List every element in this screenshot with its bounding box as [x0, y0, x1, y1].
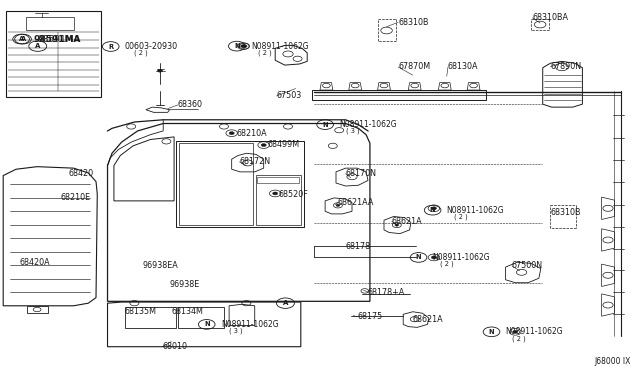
Text: ( 2 ): ( 2 ): [134, 49, 148, 56]
Text: 68210A: 68210A: [237, 129, 268, 138]
Text: 00603-20930: 00603-20930: [125, 42, 178, 51]
Text: A: A: [19, 36, 24, 42]
Text: 98591MA: 98591MA: [33, 35, 81, 44]
Circle shape: [336, 204, 340, 206]
Circle shape: [157, 69, 163, 72]
Text: 98591MA: 98591MA: [37, 35, 80, 44]
Circle shape: [431, 207, 436, 210]
Text: 96938EA: 96938EA: [142, 262, 178, 270]
Circle shape: [273, 192, 278, 195]
Circle shape: [261, 144, 266, 147]
Text: N08911-1062G: N08911-1062G: [339, 120, 397, 129]
Text: N: N: [489, 329, 494, 335]
Text: ( 3 ): ( 3 ): [346, 128, 360, 134]
Text: 68175: 68175: [357, 312, 382, 321]
Text: 68520F: 68520F: [278, 190, 308, 199]
Text: 67503: 67503: [276, 92, 301, 100]
Text: 68310BA: 68310BA: [532, 13, 568, 22]
Text: ( 2 ): ( 2 ): [454, 213, 468, 220]
Circle shape: [242, 45, 247, 48]
Text: N08911-1062G: N08911-1062G: [506, 327, 563, 336]
Text: 67870M: 67870M: [398, 62, 430, 71]
Text: ( 3 ): ( 3 ): [229, 327, 243, 334]
Circle shape: [229, 132, 234, 135]
Text: N: N: [234, 43, 239, 49]
Bar: [26, 17, 74, 30]
Bar: [176, 141, 304, 227]
Text: 96938E: 96938E: [170, 280, 200, 289]
Text: N: N: [323, 122, 328, 128]
Text: 68360: 68360: [178, 100, 203, 109]
Text: 68420: 68420: [68, 169, 93, 178]
Text: ( 2 ): ( 2 ): [512, 335, 525, 342]
Text: ( 2 ): ( 2 ): [440, 260, 454, 267]
Bar: [256, 175, 301, 225]
Text: N08911-1062G: N08911-1062G: [433, 253, 490, 262]
Text: 67500N: 67500N: [512, 262, 543, 270]
Text: 68621A: 68621A: [413, 315, 444, 324]
Text: 68172N: 68172N: [239, 157, 271, 166]
Text: 68178: 68178: [346, 242, 371, 251]
Text: N: N: [204, 321, 209, 327]
Circle shape: [513, 330, 518, 333]
Text: J68000 IX: J68000 IX: [594, 357, 630, 366]
Bar: [257, 177, 299, 183]
Text: A: A: [283, 300, 288, 306]
Text: 68420A: 68420A: [19, 258, 50, 267]
Text: 68130A: 68130A: [448, 62, 479, 71]
Text: N: N: [416, 254, 421, 260]
Text: N: N: [430, 207, 435, 213]
Text: ( 2 ): ( 2 ): [258, 49, 271, 56]
Circle shape: [395, 224, 399, 226]
Text: 68170N: 68170N: [346, 169, 376, 178]
Bar: [179, 143, 253, 225]
Text: 68499M: 68499M: [268, 140, 300, 149]
Bar: [6, 11, 101, 97]
Text: A: A: [20, 36, 26, 42]
Circle shape: [431, 256, 436, 259]
Bar: [125, 307, 176, 328]
Circle shape: [241, 45, 246, 48]
Text: N08911-1062G: N08911-1062G: [251, 42, 308, 51]
Text: R: R: [108, 44, 113, 49]
Text: N08911-1062G: N08911-1062G: [447, 206, 504, 215]
Text: 67890N: 67890N: [550, 62, 582, 71]
Text: 68135M: 68135M: [124, 307, 156, 316]
Text: 68310B: 68310B: [550, 208, 581, 217]
Text: 68178+A: 68178+A: [368, 288, 405, 296]
Text: A: A: [35, 43, 40, 49]
Text: 68310B: 68310B: [398, 18, 429, 27]
Text: 68621A: 68621A: [392, 217, 422, 226]
Bar: [178, 307, 224, 328]
Text: 68010: 68010: [163, 342, 188, 351]
Text: 68621AA: 68621AA: [338, 198, 374, 207]
Text: 68134M: 68134M: [172, 307, 204, 316]
Text: 68210E: 68210E: [61, 193, 91, 202]
Text: N08911-1062G: N08911-1062G: [221, 320, 278, 329]
